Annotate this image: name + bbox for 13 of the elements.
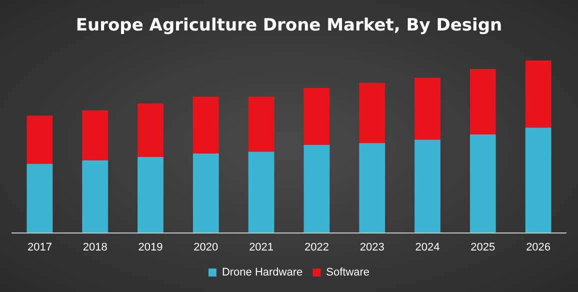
x-tick-label: 2018 <box>82 241 108 254</box>
legend-label: Software <box>326 266 370 279</box>
x-tick-label: 2026 <box>526 241 551 254</box>
x-tick-label: 2019 <box>138 241 163 254</box>
x-tick-label: 2017 <box>27 241 52 254</box>
chart-title: Europe Agriculture Drone Market, By Design <box>76 16 502 36</box>
x-tick-label: 2020 <box>194 241 218 254</box>
x-tick-label: 2025 <box>470 241 496 254</box>
x-tick-label: 2021 <box>249 241 274 254</box>
x-tick-label: 2024 <box>415 241 440 254</box>
x-tick-label: 2023 <box>360 241 384 254</box>
x-tick-label: 2022 <box>304 241 329 254</box>
legend-label: Drone Hardware <box>222 266 303 279</box>
